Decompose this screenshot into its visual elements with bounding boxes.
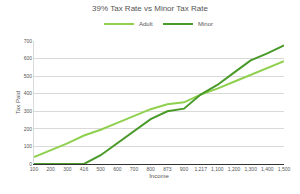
svg-text:1,500: 1,500 bbox=[278, 166, 291, 172]
svg-text:39% Tax Rate vs Minor Tax Rate: 39% Tax Rate vs Minor Tax Rate bbox=[92, 4, 208, 13]
svg-text:1,217: 1,217 bbox=[194, 166, 207, 172]
svg-text:1,100: 1,100 bbox=[211, 166, 224, 172]
svg-text:300: 300 bbox=[63, 166, 72, 172]
svg-text:500: 500 bbox=[96, 166, 105, 172]
svg-text:Minor: Minor bbox=[198, 21, 213, 27]
svg-text:Tax Paid: Tax Paid bbox=[15, 91, 21, 114]
svg-text:0: 0 bbox=[29, 161, 32, 167]
svg-text:100: 100 bbox=[30, 166, 39, 172]
svg-text:1,200: 1,200 bbox=[228, 166, 241, 172]
svg-text:700: 700 bbox=[130, 166, 139, 172]
svg-text:873: 873 bbox=[163, 166, 172, 172]
svg-text:416: 416 bbox=[80, 166, 89, 172]
svg-text:500: 500 bbox=[24, 73, 33, 79]
svg-text:100: 100 bbox=[24, 143, 33, 149]
svg-text:Adult: Adult bbox=[139, 21, 153, 27]
svg-text:400: 400 bbox=[24, 90, 33, 96]
svg-text:Income: Income bbox=[149, 173, 169, 179]
svg-text:800: 800 bbox=[146, 166, 155, 172]
svg-text:1,400: 1,400 bbox=[261, 166, 274, 172]
svg-text:1,300: 1,300 bbox=[244, 166, 257, 172]
svg-text:300: 300 bbox=[24, 108, 33, 114]
svg-text:600: 600 bbox=[113, 166, 122, 172]
svg-text:700: 700 bbox=[24, 38, 33, 44]
svg-text:600: 600 bbox=[24, 55, 33, 61]
svg-text:900: 900 bbox=[180, 166, 189, 172]
svg-text:200: 200 bbox=[46, 166, 55, 172]
svg-text:200: 200 bbox=[24, 126, 33, 132]
